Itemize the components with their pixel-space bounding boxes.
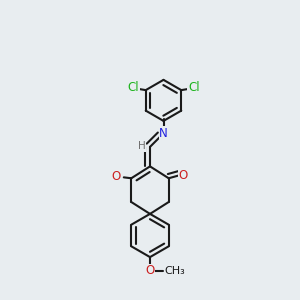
Text: H: H bbox=[138, 141, 146, 151]
Text: O: O bbox=[146, 264, 154, 277]
Text: Cl: Cl bbox=[188, 81, 200, 94]
Text: Cl: Cl bbox=[127, 81, 139, 94]
Text: O: O bbox=[178, 169, 188, 182]
Text: O: O bbox=[111, 170, 120, 183]
Text: N: N bbox=[159, 127, 168, 140]
Text: CH₃: CH₃ bbox=[164, 266, 185, 276]
Text: H: H bbox=[112, 172, 120, 182]
